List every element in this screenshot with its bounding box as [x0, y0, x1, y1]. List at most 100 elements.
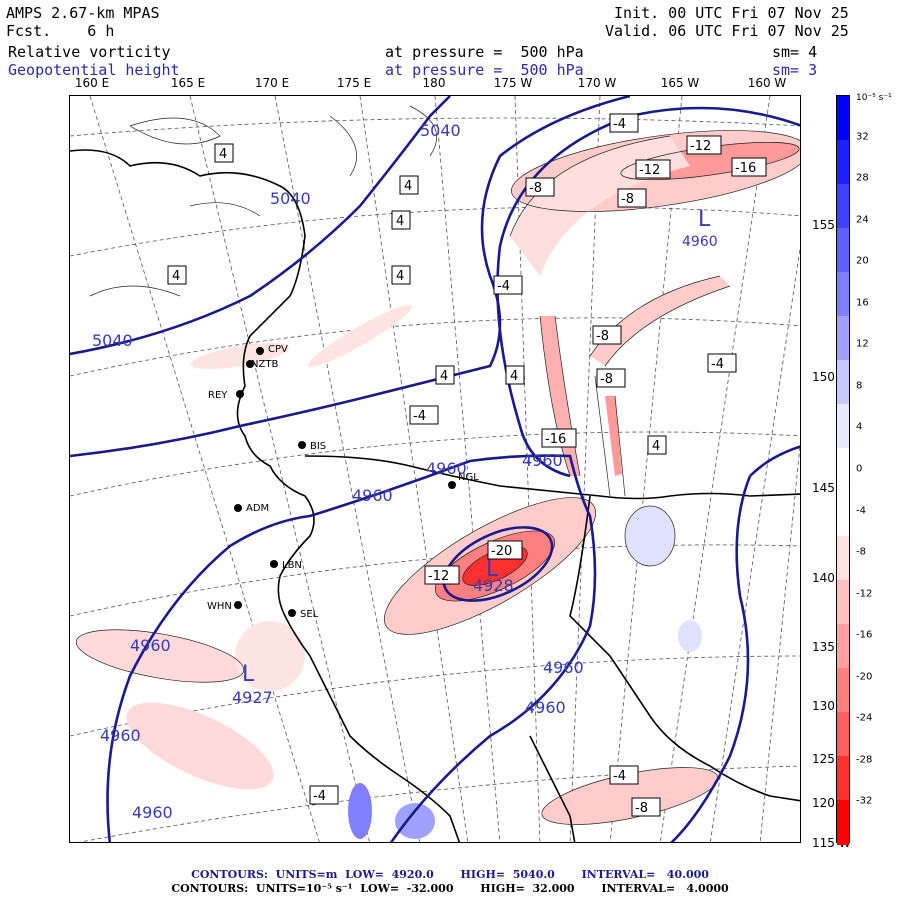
colorbar-tick-label: -12 — [856, 588, 873, 600]
height-label: 4960 — [352, 486, 393, 505]
lon-label: 170 W — [577, 76, 617, 90]
colorbar-segment — [837, 228, 849, 273]
lon-label: 180 — [422, 76, 446, 90]
height-label: 5040 — [420, 121, 461, 140]
field1-smoothing: sm= 4 — [772, 43, 818, 61]
station-label: SEL — [300, 609, 319, 620]
station-label: LBN — [282, 560, 302, 571]
low-symbol: L — [486, 557, 499, 582]
vort-box: -8 — [596, 368, 626, 388]
svg-text:4: 4 — [396, 269, 404, 284]
colorbar-unit: 10⁻⁵ s⁻¹ — [856, 93, 892, 103]
vort-box: -4 — [409, 405, 439, 425]
svg-text:4: 4 — [404, 179, 412, 194]
coastline — [70, 149, 800, 842]
vort-box: -16 — [731, 157, 767, 177]
vort-box: -8 — [617, 188, 647, 208]
field1-name: Relative vorticity — [8, 43, 171, 61]
colorbar-segment — [837, 360, 849, 405]
vort-box: 4 — [391, 210, 411, 230]
colorbar-segment — [837, 184, 849, 229]
colorbar-tick-label: 32 — [856, 131, 869, 143]
station-label: ADM — [246, 503, 269, 514]
lon-label: 165 W — [660, 76, 700, 90]
low-symbol: L — [698, 207, 711, 232]
colorbar-tick-label: -32 — [856, 795, 873, 807]
map-panel[interactable]: CPV NZTB REY BIS NGL ADM LBN WHN SEL 504… — [69, 95, 801, 843]
vort-box: -8 — [592, 325, 622, 345]
svg-text:-20: -20 — [491, 544, 512, 559]
colorbar-tick-label: -8 — [856, 546, 866, 558]
vort-box: -8 — [631, 797, 661, 817]
vort-box: 4 — [399, 175, 419, 195]
vort-box: 4 — [214, 143, 234, 163]
model-title: AMPS 2.67-km MPAS — [6, 4, 160, 22]
colorbar-segment — [837, 272, 849, 317]
colorbar-segment — [837, 96, 849, 141]
svg-text:-16: -16 — [735, 161, 756, 176]
height-label: 4960 — [426, 459, 467, 478]
svg-text:-8: -8 — [600, 372, 613, 387]
colorbar-tick-label: 0 — [856, 463, 863, 475]
vort-box: -4 — [609, 765, 639, 785]
colorbar-segment — [837, 316, 849, 361]
colorbar-segment — [837, 800, 849, 845]
field2-smoothing: sm= 3 — [772, 61, 818, 79]
vort-box: -4 — [609, 113, 639, 133]
colorbar-segment — [837, 712, 849, 757]
lon-label: 160 E — [74, 76, 110, 90]
map-canvas: CPV NZTB REY BIS NGL ADM LBN WHN SEL 504… — [70, 96, 800, 842]
height-label: 4960 — [525, 698, 566, 717]
lon-label: 175 W — [493, 76, 533, 90]
vort-box: -4 — [309, 785, 339, 805]
svg-text:-12: -12 — [639, 163, 660, 178]
svg-text:-12: -12 — [428, 569, 449, 584]
colorbar-segment — [837, 624, 849, 669]
station-labels: CPV NZTB REY BIS NGL ADM LBN WHN SEL — [207, 344, 479, 620]
colorbar-segment — [837, 536, 849, 581]
svg-text:-4: -4 — [613, 769, 626, 784]
svg-text:4: 4 — [219, 147, 227, 162]
svg-text:-8: -8 — [635, 801, 648, 816]
svg-text:4: 4 — [652, 439, 660, 454]
svg-text:4: 4 — [172, 269, 180, 284]
lon-label: 170 E — [254, 76, 290, 90]
svg-text:-4: -4 — [313, 789, 326, 804]
valid-time: Valid. 06 UTC Fri 07 Nov 25 — [605, 22, 849, 40]
vort-box: -20 — [487, 540, 523, 560]
colorbar-segment — [837, 448, 849, 493]
graticule — [70, 96, 800, 842]
station-label: CPV — [268, 344, 288, 355]
station-label: NZTB — [251, 359, 278, 370]
height-label: 4960 — [543, 658, 584, 677]
station-label: BIS — [310, 441, 326, 452]
colorbar-tick-label: -28 — [856, 754, 873, 766]
svg-text:-4: -4 — [711, 357, 724, 372]
field2-level: at pressure = 500 hPa — [385, 61, 584, 79]
station-markers — [234, 347, 456, 617]
forecast-hour: Fcst. 6 h — [6, 22, 115, 40]
svg-text:-8: -8 — [596, 329, 609, 344]
svg-text:-8: -8 — [621, 192, 634, 207]
vort-box: -4 — [493, 275, 523, 295]
vort-box: -8 — [525, 177, 555, 197]
colorbar-tick-label: 4 — [856, 421, 863, 433]
height-label: 4960 — [132, 803, 173, 822]
height-label: 4960 — [100, 726, 141, 745]
colorbar-segment — [837, 756, 849, 801]
height-label: 4927 — [232, 688, 273, 707]
low-symbol: L — [242, 662, 255, 687]
height-label: 4960 — [522, 451, 563, 470]
station-label: NGL — [458, 472, 479, 483]
colorbar-tick-label: -4 — [856, 505, 866, 517]
lon-label: 160 W — [747, 76, 787, 90]
colorbar-tick-label: 12 — [856, 338, 869, 350]
field1-level: at pressure = 500 hPa — [385, 43, 584, 61]
svg-text:-12: -12 — [690, 139, 711, 154]
low-value: 4960 — [682, 234, 718, 250]
vort-box: 4 — [435, 365, 455, 385]
height-label: 4960 — [130, 636, 171, 655]
vort-box: -12 — [635, 159, 671, 179]
height-labels: 5040 5040 5040 4960 4960 4960 4960 4960 … — [92, 121, 584, 822]
colorbar — [836, 95, 850, 845]
